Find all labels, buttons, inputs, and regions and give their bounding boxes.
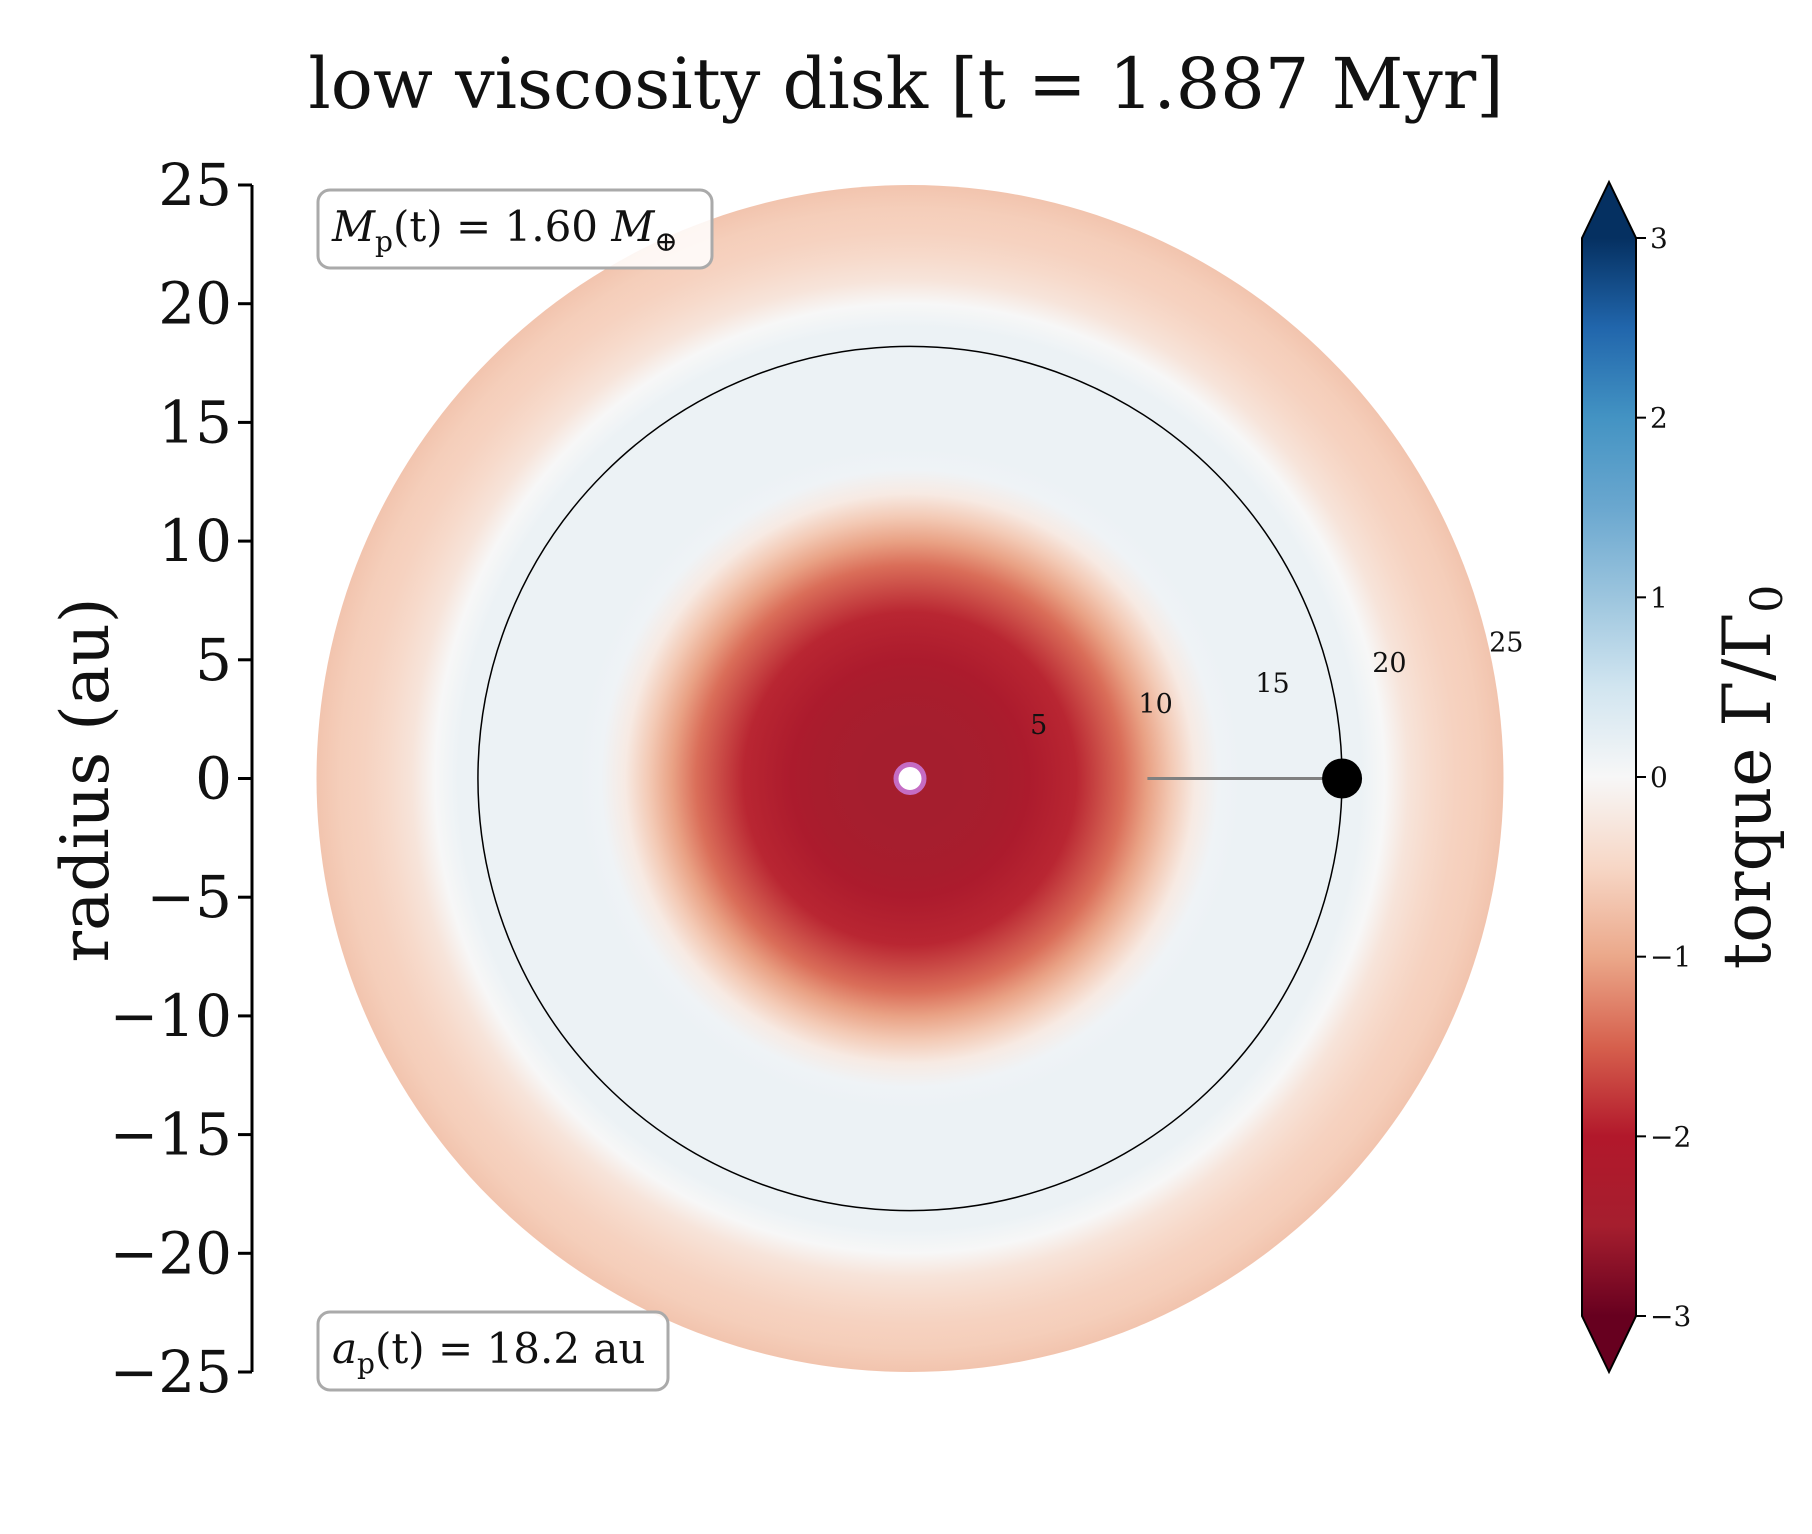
y-tick-label: 5: [195, 626, 232, 694]
y-tick-label: −20: [110, 1219, 232, 1287]
colorbar-extend-top: [1582, 182, 1636, 238]
colorbar-tick-label: −2: [1650, 1120, 1691, 1153]
radial-tick-label: 25: [1489, 627, 1523, 658]
colorbar-tick-label: −1: [1650, 941, 1691, 974]
radial-tick-label: 10: [1138, 689, 1172, 720]
y-tick-label: 20: [158, 270, 232, 338]
colorbar-tick-label: 2: [1650, 402, 1668, 435]
central-star: [893, 762, 927, 795]
colorbar-tick-label: 1: [1650, 581, 1668, 614]
y-tick-label: 15: [158, 388, 232, 456]
svg-text:ap(t) = 18.2 au: ap(t) = 18.2 au: [332, 1324, 645, 1380]
chart-title: low viscosity disk [t = 1.887 Myr]: [308, 43, 1503, 125]
radial-tick-labels: 5 10 15 20 25: [1030, 627, 1523, 740]
planet-marker: [1322, 758, 1363, 799]
colorbar-extend-bottom: [1582, 1316, 1636, 1372]
radial-tick-label: 15: [1255, 669, 1289, 700]
colorbar: 3 2 1 0 −1 −2 −3: [1581, 179, 1691, 1375]
colorbar-ticks: 3 2 1 0 −1 −2 −3: [1636, 222, 1691, 1333]
y-axis: 25 20 15 10 5 0 −5 −10 −15 −20 −25: [110, 151, 254, 1406]
radial-tick-label: 20: [1372, 648, 1406, 679]
planet-mass-annotation: Mp(t) = 1.60 M⊕: [316, 188, 714, 270]
colorbar-body: [1582, 238, 1636, 1316]
y-tick-label: −25: [110, 1338, 232, 1406]
y-tick-label: −15: [110, 1101, 232, 1169]
y-tick-label: 10: [158, 507, 232, 575]
y-tick-label: −5: [147, 863, 233, 931]
colorbar-label: torque Γ/Γ0: [1709, 585, 1793, 969]
y-axis-label: radius (au): [47, 598, 124, 963]
planet-semimajor-axis-annotation: ap(t) = 18.2 au: [316, 1310, 670, 1392]
svg-text:Mp(t) = 1.60 M⊕: Mp(t) = 1.60 M⊕: [331, 202, 678, 258]
y-tick-label: −10: [110, 982, 232, 1050]
colorbar-tick-label: 0: [1650, 761, 1668, 794]
y-tick-label: 25: [158, 151, 232, 219]
colorbar-tick-label: −3: [1650, 1300, 1691, 1333]
radial-tick-label: 5: [1030, 710, 1047, 741]
colorbar-tick-label: 3: [1650, 222, 1668, 255]
y-tick-label: 0: [195, 745, 232, 813]
